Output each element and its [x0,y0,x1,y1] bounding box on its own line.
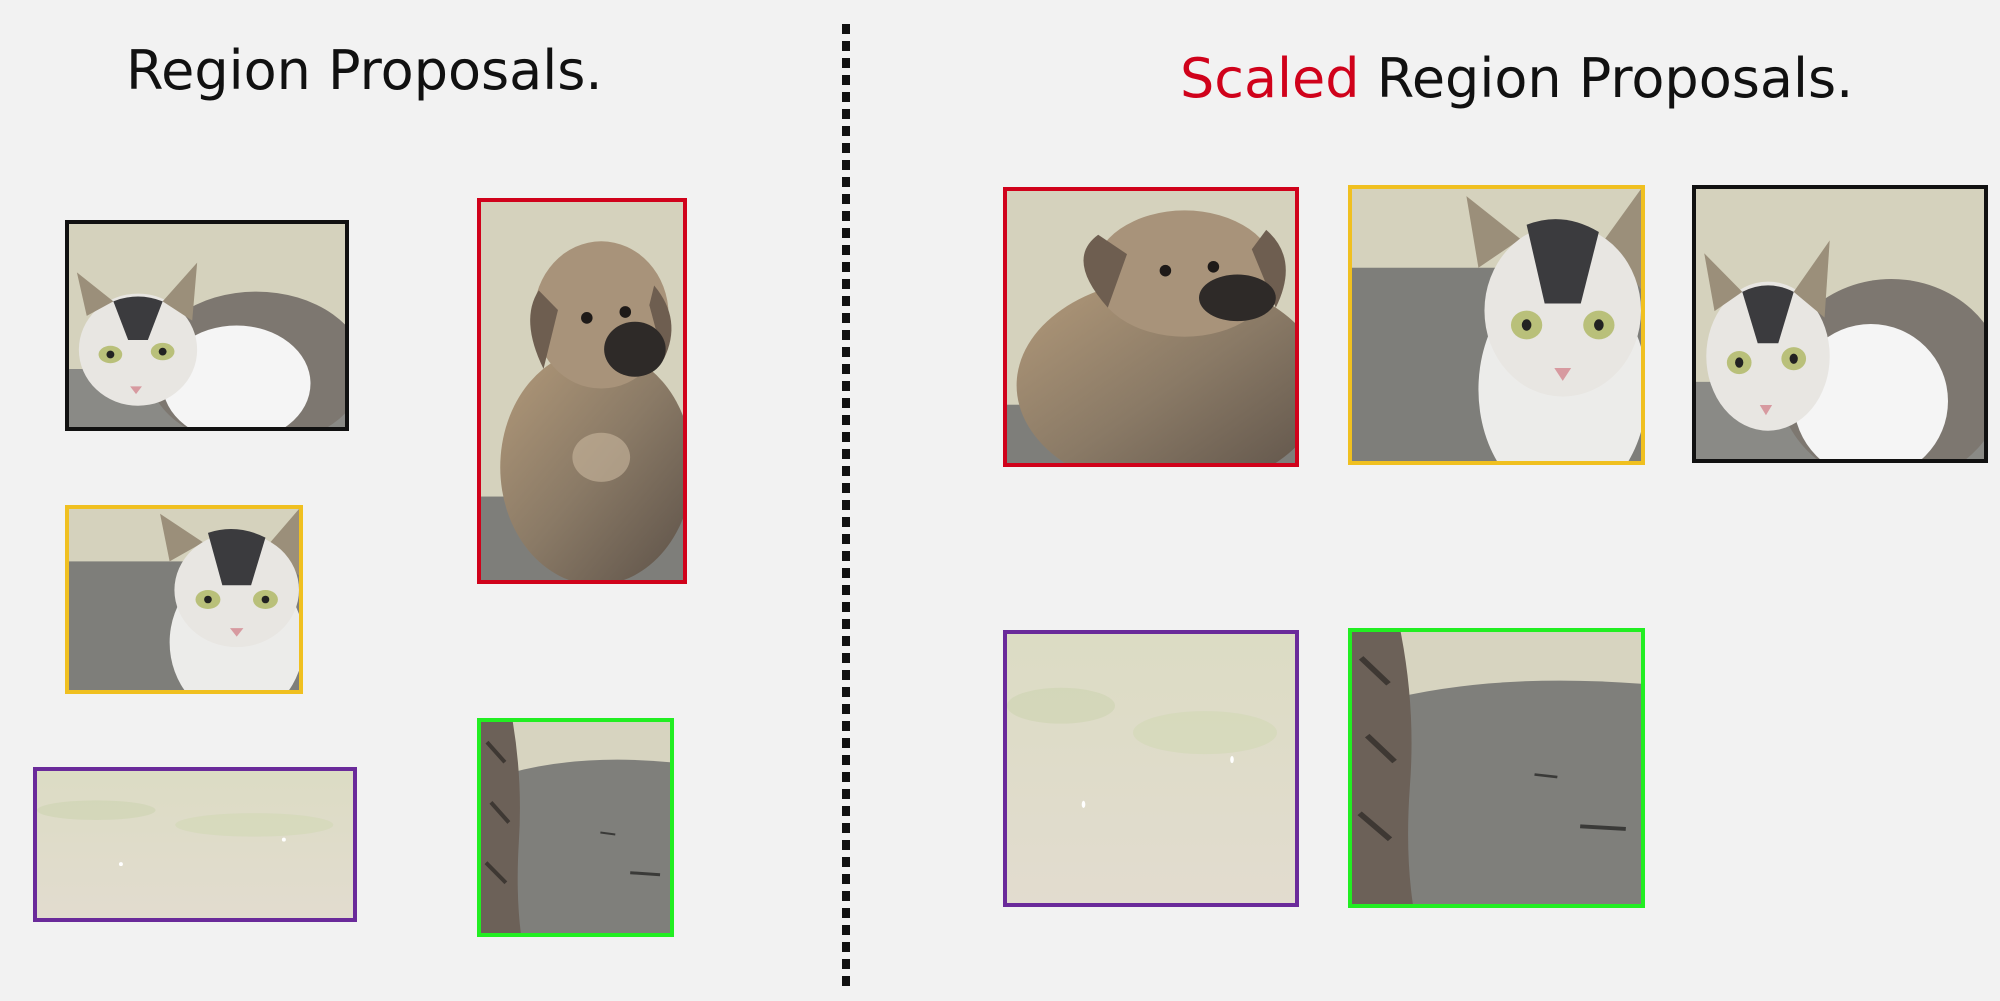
title-rest-text: Region Proposals. [1359,47,1854,110]
scaled-cat-photo [1696,189,1984,459]
cat-closeup-photo [69,509,299,690]
scaled-cat-closeup-region-box [1348,185,1645,465]
scaled-grass-region-box [1003,630,1299,907]
grass-region-box [33,767,357,922]
dog-region-box [477,198,687,584]
dog-photo [481,202,683,580]
dotted-divider [842,24,850,989]
title-accent-word: Scaled [1180,47,1360,110]
grass-photo [37,771,353,918]
scaled-dog-region-box [1003,187,1299,467]
left-title-text: Region Proposals. [126,39,603,102]
right-panel-title: Scaled Region Proposals. [1180,52,1853,106]
scaled-grass-photo [1007,634,1295,903]
scaled-ground-region-box [1348,628,1645,908]
scaled-ground-photo [1352,632,1641,904]
ground-photo [481,722,670,933]
cat-photo [69,224,345,427]
cat-region-box [65,220,349,431]
left-panel-title: Region Proposals. [126,44,603,98]
scaled-dog-photo [1007,191,1295,463]
scaled-cat-region-box [1692,185,1988,463]
cat-closeup-region-box [65,505,303,694]
ground-region-box [477,718,674,937]
scaled-cat-closeup-photo [1352,189,1641,461]
